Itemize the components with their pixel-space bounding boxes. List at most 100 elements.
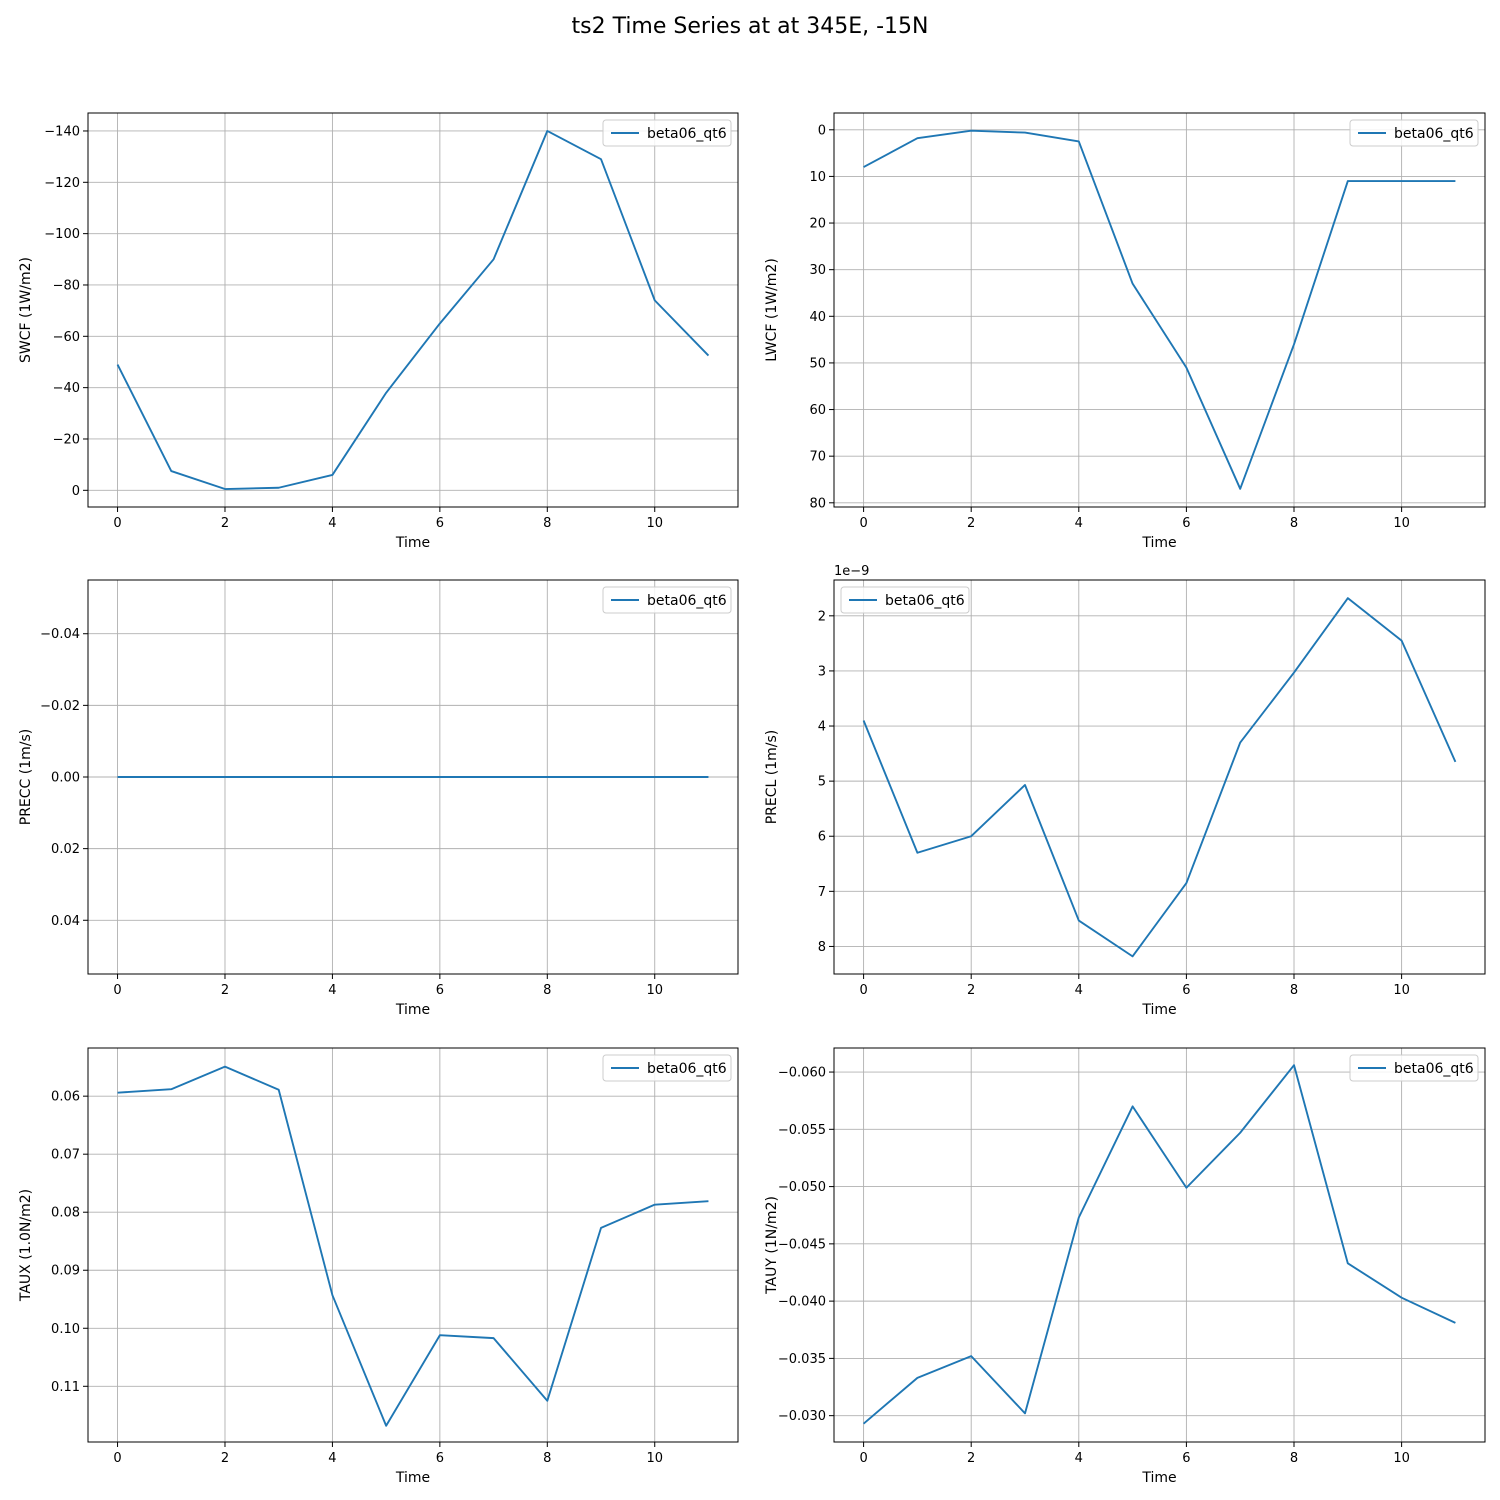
legend-label: beta06_qt6	[647, 593, 727, 609]
series-line	[116, 130, 710, 490]
y-tick-label: 0.08	[51, 1206, 80, 1221]
x-tick-label: 6	[436, 516, 444, 531]
x-tick-label: 0	[859, 1451, 867, 1466]
legend-box	[840, 586, 970, 614]
y-tick-label: −0.040	[778, 1295, 826, 1310]
y-tick-label: 70	[809, 450, 826, 465]
y-axis-label: TAUY (1N/m2)	[764, 1196, 780, 1295]
y-tick-label: 0.06	[51, 1090, 80, 1105]
x-tick-label: 8	[543, 983, 551, 998]
x-tick-label: 4	[1075, 983, 1083, 998]
subplot-6: 0 2 4 6 8 10 −0.060 −0.055 −0.050 −0.045 −0.040 −0.…	[764, 1047, 1486, 1486]
x-tick-label: 6	[1182, 983, 1190, 998]
x-tick-label: 2	[967, 516, 975, 531]
x-tick-label: 6	[1182, 516, 1190, 531]
y-tick-label: 40	[809, 310, 826, 325]
y-tick-label: 5	[818, 775, 826, 790]
legend-label: beta06_qt6	[885, 593, 965, 609]
y-tick-label: 0.11	[51, 1380, 80, 1395]
y-tick-label: −0.030	[778, 1409, 826, 1424]
legend: beta06_qt6	[840, 586, 970, 614]
x-tick-label: 2	[967, 983, 975, 998]
y-tick-label: 30	[809, 263, 826, 278]
x-tick-label: 6	[1182, 1451, 1190, 1466]
series-line	[117, 1065, 709, 1427]
x-tick-label: 0	[859, 516, 867, 531]
y-axis-label: TAUX (1.0N/m2)	[18, 1189, 34, 1302]
y-tick-label: 0.00	[51, 771, 80, 786]
legend-box	[1349, 119, 1479, 147]
y-tick-label: 2	[818, 609, 826, 624]
y-tick-label: 0	[72, 484, 80, 499]
legend: beta06_qt6	[602, 119, 732, 147]
subplot-4: 0 2 4 6 8 10 2 3 4 5 6 7 8 Time PRECL (1m/s) 1e−9 beta06…	[764, 564, 1486, 1018]
legend-label: beta06_qt6	[647, 1061, 727, 1077]
y-tick-label: −60	[53, 330, 80, 345]
legend: beta06_qt6	[602, 586, 732, 614]
x-tick-label: 0	[113, 983, 121, 998]
y-tick-label: 7	[818, 885, 826, 900]
x-tick-label: 6	[436, 983, 444, 998]
subplot-5: 0 2 4 6 8 10 0.06 0.07 0.08 0.09 0.10 0.11 Time TAUX …	[18, 1047, 739, 1486]
y-tick-label: −20	[53, 432, 80, 447]
y-tick-label: 0.07	[51, 1148, 80, 1163]
x-axis-label: Time	[395, 535, 430, 551]
legend-label: beta06_qt6	[1394, 126, 1474, 142]
x-tick-label: 10	[646, 1451, 663, 1466]
x-tick-label: 8	[543, 516, 551, 531]
y-tick-label: −0.060	[778, 1066, 826, 1081]
axes-frame	[87, 112, 739, 508]
legend-box	[602, 586, 732, 614]
x-tick-label: 10	[1393, 516, 1410, 531]
y-tick-label: −40	[53, 381, 80, 396]
subplot-2: 0 2 4 6 8 10 0 10 20 30 40 50 60 70 80 Time LWCF (1W/m2)…	[764, 112, 1486, 551]
legend: beta06_qt6	[1349, 119, 1479, 147]
series-line	[862, 597, 1457, 958]
y-tick-label: −0.04	[40, 627, 80, 642]
x-axis-label: Time	[1141, 535, 1176, 551]
x-tick-label: 8	[1290, 1451, 1298, 1466]
y-tick-label: −0.02	[40, 699, 80, 714]
figure-title: ts2 Time Series at at 345E, -15N	[571, 14, 929, 39]
axis-offset-text: 1e−9	[834, 564, 869, 579]
x-tick-label: 10	[1393, 1451, 1410, 1466]
x-tick-label: 2	[221, 516, 229, 531]
y-tick-label: 0.04	[51, 914, 80, 929]
y-tick-label: 8	[818, 940, 826, 955]
x-tick-label: 8	[543, 1451, 551, 1466]
x-tick-label: 2	[967, 1451, 975, 1466]
axes-frame	[833, 579, 1486, 975]
legend: beta06_qt6	[1349, 1054, 1479, 1082]
x-tick-label: 6	[436, 1451, 444, 1466]
y-tick-label: 50	[809, 356, 826, 371]
x-tick-label: 10	[1393, 983, 1410, 998]
y-tick-label: 20	[809, 217, 826, 232]
y-tick-label: 10	[809, 170, 826, 185]
legend-label: beta06_qt6	[1394, 1061, 1474, 1077]
y-tick-label: −140	[44, 124, 80, 139]
x-tick-label: 4	[328, 983, 336, 998]
x-tick-label: 2	[221, 1451, 229, 1466]
series-line	[862, 1064, 1456, 1425]
x-tick-label: 0	[113, 516, 121, 531]
x-tick-label: 4	[1075, 516, 1083, 531]
y-tick-label: 60	[809, 403, 826, 418]
y-tick-label: 0	[818, 123, 826, 138]
x-tick-label: 0	[113, 1451, 121, 1466]
x-axis-label: Time	[1141, 1470, 1176, 1486]
x-tick-label: 0	[859, 983, 867, 998]
x-tick-label: 8	[1290, 516, 1298, 531]
y-tick-label: −120	[44, 176, 80, 191]
x-tick-label: 10	[646, 516, 663, 531]
y-tick-label: 0.10	[51, 1322, 80, 1337]
subplot-3: 0 2 4 6 8 10 −0.04 −0.02 0.00 0.02 0.04 Time PRECC (…	[18, 579, 739, 1018]
y-tick-label: −80	[53, 278, 80, 293]
y-tick-label: −0.055	[778, 1123, 826, 1138]
x-tick-label: 8	[1290, 983, 1298, 998]
y-tick-label: 3	[818, 664, 826, 679]
x-tick-label: 4	[328, 516, 336, 531]
axes-frame	[833, 1047, 1486, 1443]
y-tick-label: −100	[44, 227, 80, 242]
axes-frame	[87, 1047, 739, 1443]
